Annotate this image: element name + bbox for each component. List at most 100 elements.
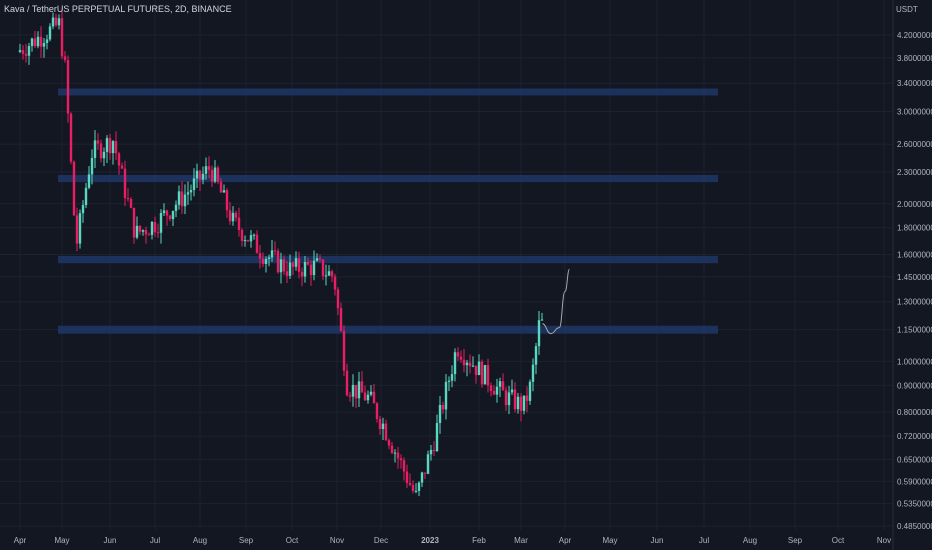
price-tick-label: 2.00000000	[897, 200, 932, 209]
candle-layer	[18, 7, 544, 497]
candle-up	[177, 191, 181, 205]
candle-down	[468, 362, 472, 367]
candle-down	[333, 276, 337, 290]
candle-up	[45, 39, 49, 44]
price-tick-label: 0.80000000	[897, 408, 932, 417]
candle-up	[414, 490, 418, 492]
candle-down	[474, 365, 478, 376]
candle-up	[93, 140, 97, 158]
candle-up	[303, 261, 307, 277]
candle-up	[48, 26, 52, 40]
support-resistance-zone	[58, 255, 718, 264]
price-axis-background	[893, 0, 932, 550]
candle-down	[273, 250, 277, 252]
candle-up	[288, 262, 292, 276]
price-tick-label: 0.53500000	[897, 500, 932, 509]
candle-down	[69, 113, 73, 162]
candle-up	[141, 230, 145, 232]
candle-up	[267, 257, 271, 259]
candle-down	[237, 217, 241, 231]
currency-label: USDT	[896, 5, 918, 14]
candle-up	[30, 38, 34, 47]
candle-down	[348, 395, 352, 397]
candle-down	[228, 210, 232, 222]
candle-down	[291, 262, 295, 267]
candle-down	[282, 259, 286, 272]
candle-down	[75, 215, 79, 244]
candle-down	[384, 423, 388, 441]
candle-up	[222, 190, 226, 193]
projection-layer	[542, 268, 570, 335]
candle-up	[174, 204, 178, 211]
candle-down	[432, 449, 436, 452]
candle-up	[171, 210, 175, 220]
candle-up	[510, 389, 514, 393]
candle-down	[378, 418, 382, 430]
candle-down	[411, 485, 415, 491]
candle-down	[207, 166, 211, 170]
candle-up	[84, 187, 88, 206]
candle-up	[186, 192, 190, 195]
time-tick-label: Mar	[514, 536, 528, 545]
candle-up	[42, 43, 46, 47]
candle-up	[81, 205, 85, 214]
candle-down	[180, 191, 184, 207]
price-tick-label: 0.48500000	[897, 522, 932, 531]
time-tick-label: Jul	[699, 536, 709, 545]
candle-down	[330, 271, 334, 277]
time-axis[interactable]: Apr May Jun Jul Aug Sep Oct Nov Dec 2023 Feb Mar Apr…	[14, 536, 891, 545]
candle-up	[534, 346, 538, 365]
price-tick-label: 1.30000000	[897, 298, 932, 307]
time-tick-label: 2023	[421, 536, 439, 545]
candle-down	[108, 138, 112, 154]
candle-down	[54, 17, 58, 26]
candle-down	[396, 452, 400, 459]
time-tick-label: May	[54, 536, 69, 545]
candle-down	[60, 18, 64, 57]
price-axis[interactable]: 4.20000000 3.80000000 3.40000000 3.00000000…	[897, 31, 932, 531]
candle-down	[525, 395, 529, 401]
candle-up	[195, 170, 199, 179]
candle-up	[528, 381, 532, 401]
candle-down	[354, 384, 358, 399]
candle-down	[309, 264, 313, 276]
candle-up	[507, 392, 511, 406]
price-tick-label: 0.90000000	[897, 381, 932, 390]
candle-up	[159, 212, 163, 233]
time-tick-label: Sep	[788, 536, 803, 545]
candle-down	[132, 207, 136, 238]
time-tick-label: Aug	[743, 536, 757, 545]
candle-up	[417, 482, 421, 491]
candle-down	[519, 396, 523, 411]
candle-down	[459, 356, 463, 360]
candle-up	[243, 240, 247, 242]
candle-down	[198, 170, 202, 180]
candle-up	[102, 151, 106, 159]
candle-down	[336, 289, 340, 309]
price-tick-label: 4.20000000	[897, 31, 932, 40]
time-tick-label: Sep	[239, 536, 254, 545]
candle-down	[153, 221, 157, 233]
candle-down	[114, 141, 118, 154]
candle-down	[246, 240, 250, 242]
candle-down	[147, 234, 151, 236]
candle-down	[117, 153, 121, 166]
candle-down	[258, 253, 262, 259]
candle-up	[465, 362, 469, 366]
candle-down	[342, 330, 346, 371]
time-tick-label: Aug	[193, 536, 207, 545]
candle-up	[537, 320, 541, 347]
candle-up	[27, 46, 31, 56]
candle-down	[39, 36, 43, 47]
candle-up	[357, 381, 361, 399]
candle-down	[486, 365, 490, 386]
candle-up	[447, 380, 451, 382]
candle-down	[372, 391, 376, 404]
candle-up	[279, 259, 283, 273]
candle-down	[138, 225, 142, 232]
candle-up	[516, 396, 520, 410]
candle-up	[312, 260, 316, 276]
candle-up	[183, 194, 187, 207]
